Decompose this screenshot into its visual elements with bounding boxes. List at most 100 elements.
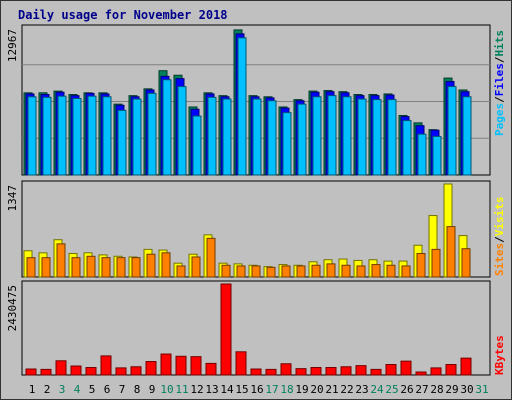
x-label-day-12: 12 (190, 383, 203, 396)
x-label-day-11: 11 (175, 383, 188, 396)
bar-kbytes-day-10 (160, 353, 172, 376)
bar-sites-day-3 (56, 243, 66, 278)
bar-sites-day-11 (176, 265, 186, 278)
bar-pages-day-14 (222, 98, 232, 176)
bar-kbytes-day-28 (430, 367, 442, 376)
x-axis-day-labels: 1 2 3 4 5 6 7 8 9 10 11 12 13 14 15 16 17 18 19 20 21 22 23 24 2… (29, 383, 489, 396)
bar-sites-day-19 (296, 265, 306, 278)
bar-pages-day-12 (192, 115, 202, 176)
bar-sites-day-2 (41, 257, 51, 278)
bar-pages-day-1 (27, 96, 37, 176)
bar-sites-day-26 (401, 265, 411, 278)
bar-kbytes-day-12 (190, 356, 202, 376)
bar-kbytes-day-11 (175, 355, 187, 376)
series-label-hits: Hits (493, 30, 506, 57)
series-label: Sites/Visits (493, 197, 506, 277)
x-label-day-5: 5 (89, 383, 96, 396)
bar-pages-day-8 (132, 98, 142, 176)
x-label-day-14: 14 (220, 383, 234, 396)
bar-kbytes-day-16 (250, 368, 262, 376)
y-max-label: 1347 (6, 185, 19, 212)
bar-kbytes-day-4 (70, 365, 82, 376)
x-label-day-17: 17 (265, 383, 278, 396)
x-label-day-16: 16 (250, 383, 263, 396)
x-label-day-23: 23 (355, 383, 368, 396)
bar-kbytes-day-20 (310, 367, 322, 376)
bar-kbytes-day-15 (235, 351, 247, 376)
bar-sites-day-23 (356, 265, 366, 278)
series-label-pages: Pages (493, 103, 506, 136)
bar-sites-day-25 (386, 264, 396, 278)
kbytes-panel: 2430475 KBytes (6, 280, 506, 376)
x-label-day-13: 13 (205, 383, 218, 396)
bar-sites-day-6 (101, 257, 111, 278)
bar-pages-day-10 (162, 79, 172, 176)
bar-kbytes-day-17 (265, 368, 277, 376)
bar-kbytes-day-3 (55, 360, 67, 376)
x-label-day-26: 26 (400, 383, 413, 396)
bar-pages-day-18 (282, 112, 292, 176)
bar-pages-day-21 (327, 95, 337, 176)
x-label-day-7: 7 (119, 383, 126, 396)
x-label-day-27: 27 (415, 383, 428, 396)
chart-title: Daily usage for November 2018 (18, 8, 228, 22)
bar-pages-day-22 (342, 96, 352, 176)
bar-kbytes-day-30 (460, 357, 472, 376)
bar-pages-day-17 (267, 100, 277, 176)
bar-sites-day-15 (236, 265, 246, 278)
x-label-day-9: 9 (149, 383, 156, 396)
bar-sites-day-17 (266, 266, 276, 278)
bar-kbytes-day-21 (325, 367, 337, 376)
series-label-files: Files (493, 63, 506, 96)
bar-kbytes-day-8 (130, 366, 142, 376)
bar-pages-day-3 (57, 95, 67, 176)
x-label-day-22: 22 (340, 383, 353, 396)
x-label-day-8: 8 (134, 383, 141, 396)
bar-kbytes-day-26 (400, 360, 412, 376)
bar-pages-day-19 (297, 103, 307, 176)
bar-sites-day-30 (461, 248, 471, 278)
x-label-day-21: 21 (325, 383, 338, 396)
bar-pages-day-23 (357, 98, 367, 176)
bar-sites-day-12 (191, 256, 201, 278)
bar-kbytes-day-5 (85, 367, 97, 376)
bar-kbytes-day-19 (295, 368, 307, 376)
visits-sites-panel: 1347 Sites/Visits (6, 180, 506, 278)
bar-sites-day-5 (86, 255, 96, 278)
bar-pages-day-11 (177, 86, 187, 176)
bar-kbytes-day-1 (25, 368, 37, 376)
bar-pages-day-4 (72, 97, 82, 176)
bar-kbytes-day-25 (385, 364, 397, 376)
x-label-day-28: 28 (430, 383, 443, 396)
bar-sites-day-10 (161, 252, 171, 278)
y-max-label: 12967 (6, 29, 19, 62)
bar-sites-day-8 (131, 257, 141, 278)
bar-kbytes-day-24 (370, 368, 382, 376)
bar-sites-day-29 (446, 226, 456, 278)
hits-files-pages-panel: 12967 Pages/Files/Hits (6, 24, 506, 176)
bar-sites-day-1 (26, 257, 36, 278)
x-label-day-10: 10 (160, 383, 173, 396)
x-label-day-25: 25 (385, 383, 398, 396)
bar-pages-day-24 (372, 99, 382, 176)
bar-pages-day-28 (432, 135, 442, 176)
x-label-day-31: 31 (475, 383, 488, 396)
bar-pages-day-9 (147, 92, 157, 176)
series-label-kbytes: KBytes (493, 335, 506, 375)
bar-sites-day-24 (371, 264, 381, 278)
bar-pages-day-7 (117, 109, 127, 176)
x-label-day-24: 24 (370, 383, 384, 396)
bar-kbytes-day-14 (220, 283, 232, 376)
bar-pages-day-13 (207, 96, 217, 176)
y-max-label: 2430475 (6, 285, 19, 331)
bar-sites-day-4 (71, 257, 81, 278)
bar-sites-day-20 (311, 264, 321, 278)
bar-pages-day-5 (87, 95, 97, 176)
series-label-sites: Sites (493, 243, 506, 276)
series-label-visits: Visits (493, 197, 506, 237)
x-label-day-2: 2 (44, 383, 51, 396)
bar-kbytes-day-29 (445, 364, 457, 376)
panel-border (21, 280, 491, 376)
bar-pages-day-25 (387, 99, 397, 176)
